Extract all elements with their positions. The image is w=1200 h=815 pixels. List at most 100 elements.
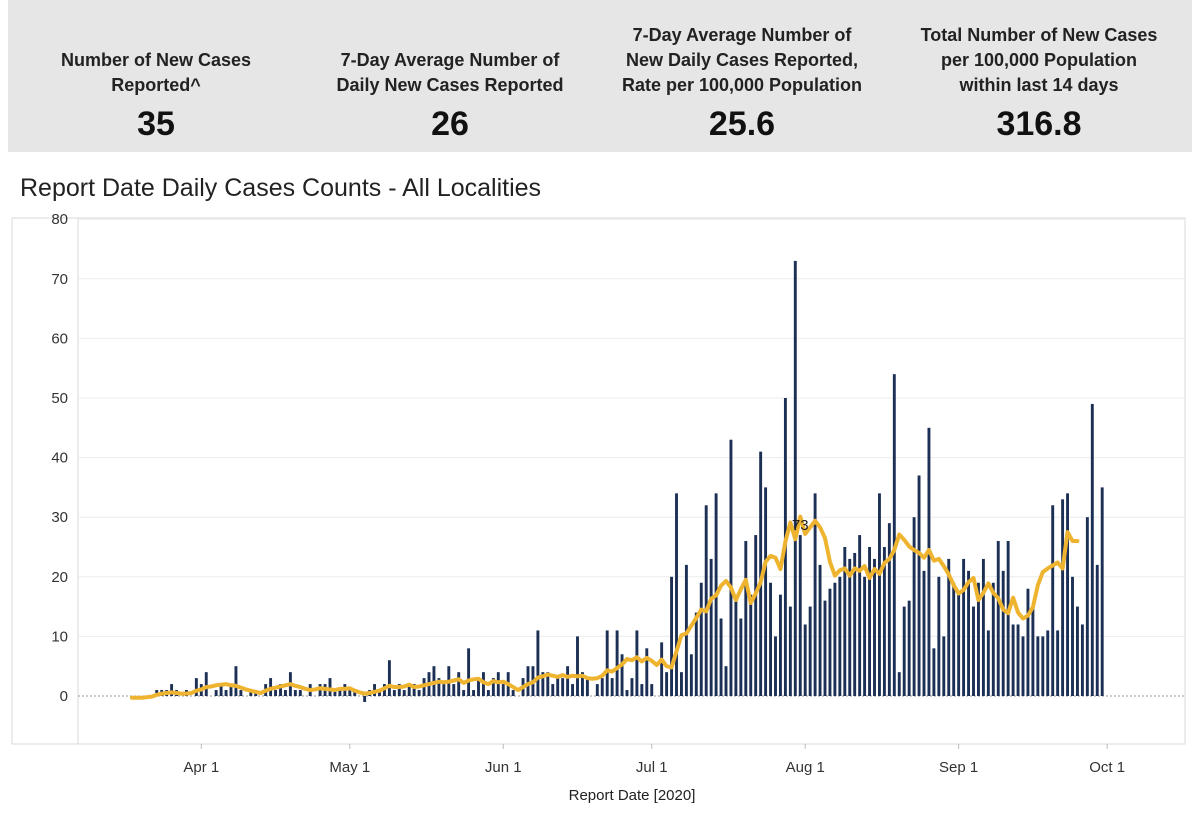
bar xyxy=(402,690,406,696)
bar xyxy=(1046,630,1050,696)
y-tick-label: 10 xyxy=(51,628,68,645)
bar xyxy=(546,672,550,696)
bar xyxy=(873,558,876,696)
bar xyxy=(774,636,777,696)
bar xyxy=(680,672,683,696)
y-tick-label: 0 xyxy=(60,688,68,705)
bar xyxy=(670,576,673,696)
bar xyxy=(650,684,654,696)
bar xyxy=(348,690,352,696)
bar xyxy=(556,678,560,696)
bar xyxy=(353,690,357,696)
bar xyxy=(798,535,802,696)
kpi-value: 26 xyxy=(431,105,469,143)
bar xyxy=(467,648,471,696)
bar xyxy=(838,576,842,696)
bar xyxy=(417,690,421,696)
bar xyxy=(1071,576,1074,696)
bar xyxy=(744,541,748,696)
kpi-label: 7-Day Average Number of New Daily Cases … xyxy=(606,23,878,98)
y-tick-label: 20 xyxy=(51,569,68,586)
bar xyxy=(620,654,624,696)
bar xyxy=(551,684,555,696)
bar xyxy=(694,612,698,696)
bar xyxy=(843,547,847,696)
kpi-label-line: Reported^ xyxy=(111,75,201,95)
bar xyxy=(977,582,980,696)
kpi-label-line: New Daily Cases Reported, xyxy=(625,50,859,70)
kpi-label-line: per 100,000 Population xyxy=(940,50,1138,70)
bar xyxy=(1036,636,1040,696)
bar xyxy=(635,630,639,696)
bar xyxy=(689,654,693,696)
bar xyxy=(1051,505,1055,696)
bar xyxy=(576,636,579,696)
bar xyxy=(293,690,297,696)
bar xyxy=(957,594,961,696)
bar xyxy=(1095,564,1099,696)
bar xyxy=(536,630,540,696)
kpi-label-line: within last 14 days xyxy=(959,75,1119,95)
kpi-label-line: 7-Day Average Number of xyxy=(632,25,852,45)
bar xyxy=(610,678,614,696)
bar xyxy=(595,684,599,696)
bar xyxy=(719,618,723,696)
bar xyxy=(902,606,906,696)
kpi-label-line: Total Number of New Cases xyxy=(920,25,1158,45)
bar xyxy=(1011,624,1015,696)
kpi-label-line: Daily New Cases Reported xyxy=(336,75,564,95)
bar xyxy=(224,690,228,696)
bar xyxy=(452,684,456,696)
bar xyxy=(541,672,545,696)
bar xyxy=(378,690,381,696)
daily-cases-chart: 0 10 20 30 40 50 60 70 80 Apr 1 May 1 Jun 1 Jul 1 Au… xyxy=(11,214,1186,804)
bar xyxy=(729,439,733,696)
bar xyxy=(704,505,708,696)
bar xyxy=(1100,487,1104,696)
x-tick-label: Apr 1 xyxy=(183,759,219,776)
x-tick-label: Sep 1 xyxy=(939,759,978,776)
average-line xyxy=(130,514,1080,700)
bar xyxy=(808,606,812,696)
bar xyxy=(581,672,584,696)
bar xyxy=(897,672,901,696)
kpi-label: 7-Day Average Number of Daily New Cases … xyxy=(325,48,575,98)
bar xyxy=(511,690,515,696)
bar xyxy=(739,618,743,696)
bar xyxy=(709,558,713,696)
bar xyxy=(219,684,223,696)
kpi-7day-rate: 7-Day Average Number of New Daily Cases … xyxy=(606,0,878,152)
peak-label: 73 xyxy=(792,517,809,534)
bar xyxy=(605,630,609,696)
y-tick-label: 80 xyxy=(51,214,68,228)
y-tick-label: 30 xyxy=(51,509,68,526)
bar xyxy=(996,541,1000,696)
kpi-bar: Number of New Cases Reported^ 35 7-Day A… xyxy=(8,0,1192,152)
kpi-value: 316.8 xyxy=(996,105,1082,143)
bar xyxy=(1021,636,1025,696)
bar xyxy=(1080,624,1084,696)
gridlines xyxy=(78,218,1185,697)
bar xyxy=(363,696,367,702)
y-tick-label: 60 xyxy=(51,330,68,347)
bar xyxy=(615,630,619,696)
kpi-7day-average: 7-Day Average Number of Daily New Cases … xyxy=(325,0,575,152)
bar xyxy=(170,684,174,696)
bar xyxy=(818,564,822,696)
bar xyxy=(1001,570,1005,696)
bar xyxy=(947,558,951,696)
bar xyxy=(194,678,198,696)
bar xyxy=(813,493,817,696)
bar xyxy=(665,672,669,696)
bar xyxy=(501,684,505,696)
bar xyxy=(986,630,990,696)
bar xyxy=(848,558,852,696)
bar xyxy=(1016,624,1020,696)
bar xyxy=(204,672,208,696)
bar xyxy=(561,678,565,696)
kpi-label: Total Number of New Cases per 100,000 Po… xyxy=(903,23,1175,98)
bar xyxy=(442,684,446,696)
bar xyxy=(457,672,461,696)
bar xyxy=(462,690,466,696)
bar xyxy=(640,684,644,696)
